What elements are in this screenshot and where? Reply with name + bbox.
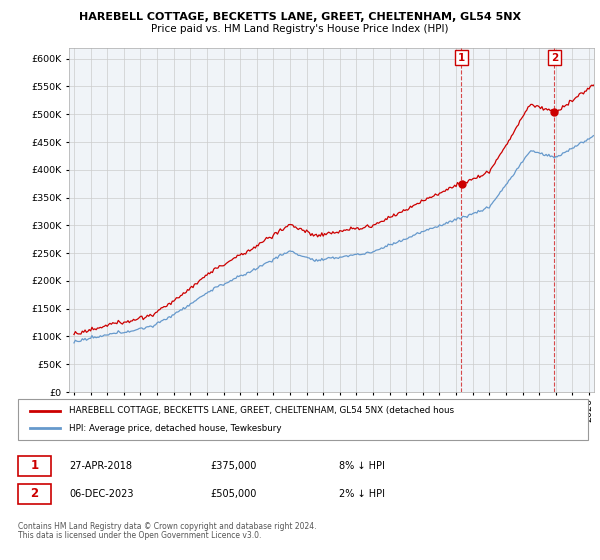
Text: 2: 2	[551, 53, 558, 63]
Text: 1: 1	[31, 459, 38, 473]
Text: HAREBELL COTTAGE, BECKETTS LANE, GREET, CHELTENHAM, GL54 5NX (detached hous: HAREBELL COTTAGE, BECKETTS LANE, GREET, …	[69, 406, 454, 415]
Text: 06-DEC-2023: 06-DEC-2023	[69, 489, 133, 499]
Text: 27-APR-2018: 27-APR-2018	[69, 461, 132, 471]
Text: 8% ↓ HPI: 8% ↓ HPI	[339, 461, 385, 471]
Text: 1: 1	[458, 53, 465, 63]
Text: 2% ↓ HPI: 2% ↓ HPI	[339, 489, 385, 499]
Text: HAREBELL COTTAGE, BECKETTS LANE, GREET, CHELTENHAM, GL54 5NX: HAREBELL COTTAGE, BECKETTS LANE, GREET, …	[79, 12, 521, 22]
Text: Contains HM Land Registry data © Crown copyright and database right 2024.: Contains HM Land Registry data © Crown c…	[18, 522, 317, 531]
Text: This data is licensed under the Open Government Licence v3.0.: This data is licensed under the Open Gov…	[18, 531, 262, 540]
Text: 2: 2	[31, 487, 38, 501]
Text: £505,000: £505,000	[210, 489, 256, 499]
Text: Price paid vs. HM Land Registry's House Price Index (HPI): Price paid vs. HM Land Registry's House …	[151, 24, 449, 34]
Text: £375,000: £375,000	[210, 461, 256, 471]
Text: HPI: Average price, detached house, Tewkesbury: HPI: Average price, detached house, Tewk…	[69, 424, 281, 433]
